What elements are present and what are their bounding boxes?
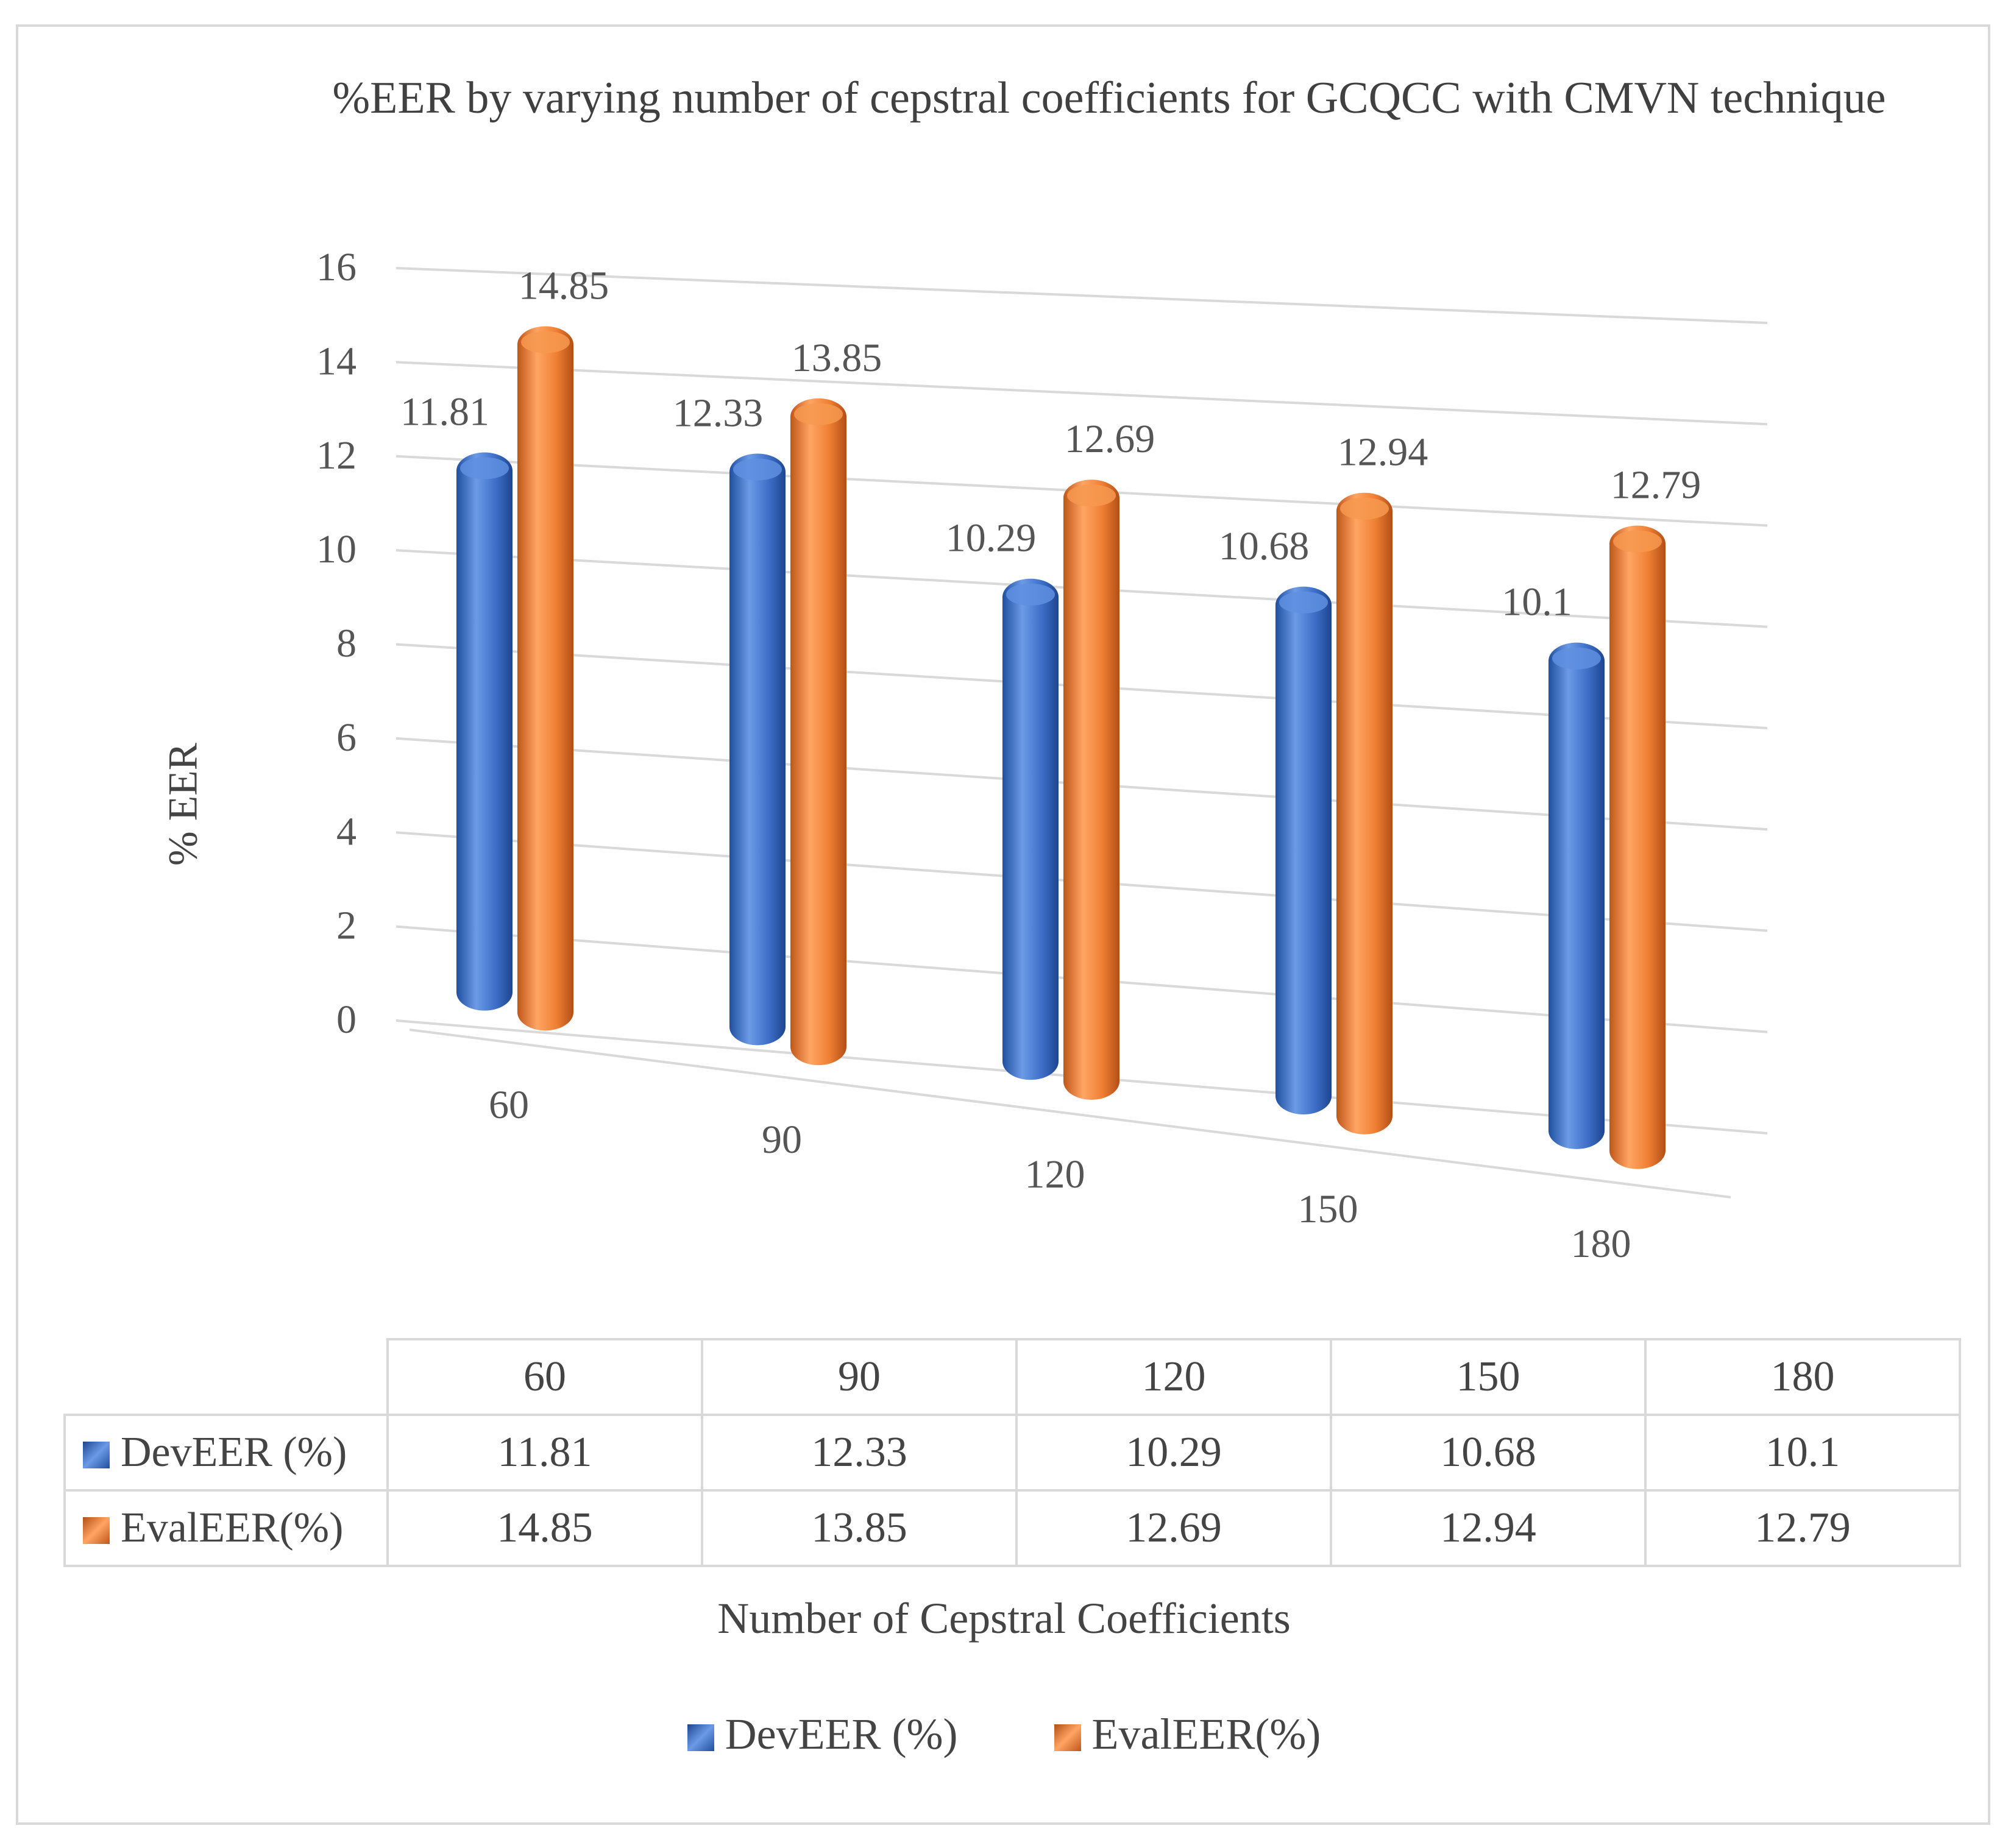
x-tick-label: 150 <box>1298 1187 1358 1231</box>
bar-cap <box>1006 583 1055 606</box>
data-label: 11.81 <box>400 390 489 434</box>
data-label: 13.85 <box>792 336 882 380</box>
x-tick-label: 90 <box>762 1117 802 1162</box>
data-label: 12.69 <box>1065 417 1155 461</box>
y-tick-label: 4 <box>336 809 357 854</box>
bar-cap <box>1340 497 1389 520</box>
x-tick-label: 120 <box>1025 1152 1085 1197</box>
y-tick-label: 2 <box>336 904 357 948</box>
bar-body <box>1063 480 1119 1100</box>
table-cell: 12.33 <box>701 1414 1018 1492</box>
table-cell: 13.85 <box>701 1489 1018 1567</box>
table-cell: 10.1 <box>1644 1414 1961 1492</box>
legend: DevEER (%) EvalEER(%) <box>0 1709 2008 1760</box>
y-axis-label: % EER <box>159 742 206 866</box>
bar-cap <box>733 458 782 481</box>
table-cell: 10.68 <box>1330 1414 1647 1492</box>
bar-evaleer-180 <box>1609 525 1666 1169</box>
floor-edge <box>409 1028 1731 1198</box>
bar-cap <box>521 331 570 353</box>
bar-body <box>1275 586 1332 1115</box>
devEER-legend-icon <box>687 1724 714 1751</box>
bar-body <box>1609 525 1666 1169</box>
bar-cap <box>1067 484 1116 507</box>
bar-deveer-90 <box>729 453 786 1046</box>
bar-evaleer-120 <box>1063 480 1119 1100</box>
bar-evaleer-150 <box>1336 492 1392 1135</box>
table-cell: 12.94 <box>1330 1489 1647 1567</box>
x-axis-label: Number of Cepstral Coefficients <box>717 1594 1291 1643</box>
data-label: 12.33 <box>673 391 764 435</box>
table-header-cell: 180 <box>1644 1338 1961 1416</box>
bar-body <box>729 453 786 1046</box>
data-table: 60 90 120 150 180 DevEER (%) 11.81 12.33… <box>63 1338 1961 1567</box>
bar-evaleer-90 <box>790 398 846 1066</box>
data-label: 10.68 <box>1219 524 1310 568</box>
chart-title: %EER by varying number of cepstral coeff… <box>332 73 1886 123</box>
devEER-swatch-icon <box>83 1442 110 1468</box>
data-label: 10.29 <box>946 516 1037 561</box>
bar-deveer-120 <box>1002 578 1059 1080</box>
bar-deveer-180 <box>1549 642 1605 1149</box>
legend-item-deveer: DevEER (%) <box>687 1709 958 1760</box>
table-header-cell: 60 <box>386 1338 703 1416</box>
table-cell: 12.69 <box>1015 1489 1332 1567</box>
bar-body <box>1002 578 1059 1080</box>
x-tick-label: 60 <box>489 1083 529 1127</box>
legend-item-evaleer: EvalEER(%) <box>1054 1709 1321 1760</box>
table-row-header: DevEER (%) <box>63 1414 389 1492</box>
table-cell: 11.81 <box>386 1414 703 1492</box>
data-table-header-row: 60 90 120 150 180 <box>65 1338 1961 1416</box>
y-tick-label: 10 <box>316 527 357 572</box>
bar-body <box>790 398 846 1066</box>
table-row: EvalEER(%) 14.85 13.85 12.69 12.94 12.79 <box>63 1489 1961 1567</box>
y-tick-label: 16 <box>316 245 357 289</box>
evalEER-swatch-icon <box>83 1517 110 1544</box>
y-tick-label: 6 <box>336 715 357 760</box>
table-cell: 10.29 <box>1015 1414 1332 1492</box>
table-row: DevEER (%) 11.81 12.33 10.29 10.68 10.1 <box>63 1414 1961 1492</box>
bar-body <box>456 452 513 1011</box>
bar-body <box>517 326 573 1031</box>
bar-cap <box>1552 647 1601 670</box>
gridline <box>396 267 1768 324</box>
evalEER-legend-icon <box>1054 1724 1081 1751</box>
bar-cap <box>460 457 509 480</box>
y-tick-label: 8 <box>336 621 357 666</box>
y-tick-label: 14 <box>316 339 357 383</box>
gridline <box>396 361 1768 426</box>
table-cell: 14.85 <box>386 1489 703 1567</box>
bar-deveer-60 <box>456 452 513 1011</box>
bar-cap <box>1279 591 1328 614</box>
chart-plot-area: 0 2 4 6 8 10 12 14 16 11.81 14.85 12.33 13.85 10.29 1… <box>316 245 1768 1266</box>
x-tick-label: 180 <box>1571 1222 1631 1266</box>
bar-deveer-150 <box>1275 586 1332 1115</box>
data-label: 14.85 <box>519 264 609 308</box>
table-header-cell: 150 <box>1330 1338 1647 1416</box>
bar-evaleer-60 <box>517 326 573 1031</box>
bar-body <box>1549 642 1605 1149</box>
data-label: 12.79 <box>1611 463 1701 508</box>
bar-body <box>1336 492 1392 1135</box>
y-tick-label: 12 <box>316 433 357 478</box>
data-label: 10.1 <box>1502 580 1572 625</box>
table-row-header: EvalEER(%) <box>63 1489 389 1567</box>
table-header-cell: 90 <box>701 1338 1018 1416</box>
y-tick-label: 0 <box>336 997 357 1042</box>
data-label: 12.94 <box>1338 430 1428 475</box>
chart-frame <box>16 24 1990 1825</box>
bar-cap <box>1613 530 1662 553</box>
table-header-cell: 120 <box>1015 1338 1332 1416</box>
bar-cap <box>794 403 843 425</box>
table-cell: 12.79 <box>1644 1489 1961 1567</box>
